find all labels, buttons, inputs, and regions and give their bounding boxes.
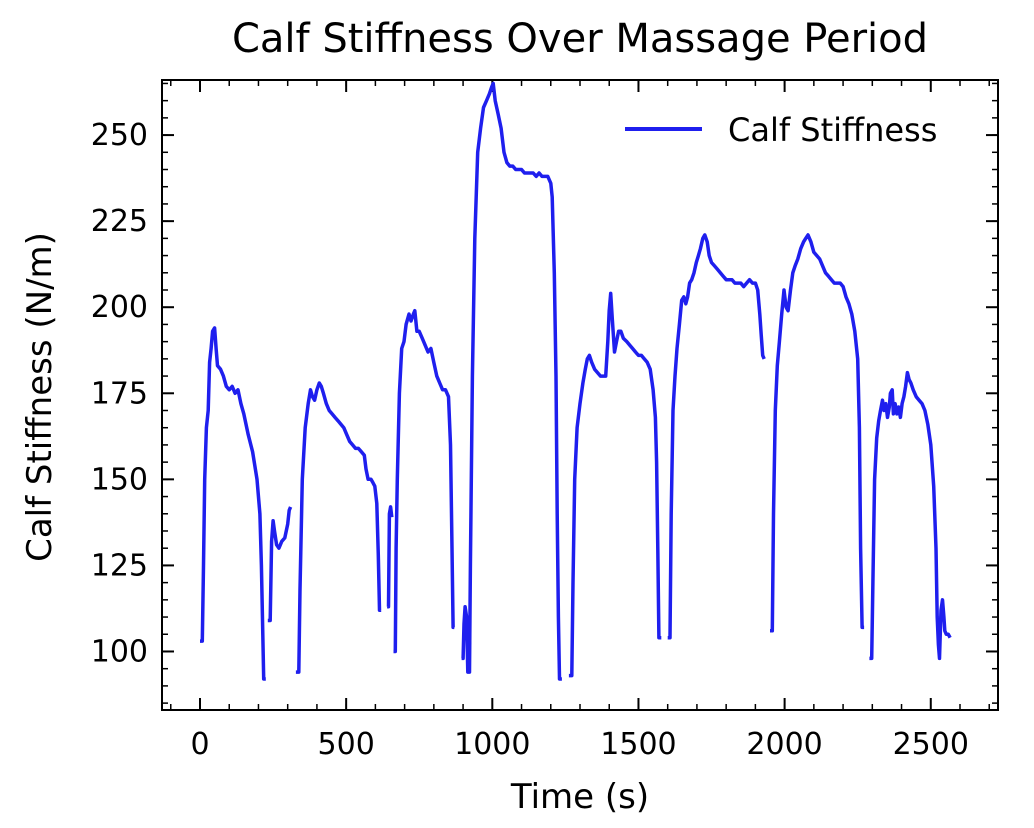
x-tick-label: 2000	[746, 727, 822, 762]
axis-ticks	[162, 80, 998, 710]
y-tick-label: 200	[91, 290, 148, 325]
chart-title: Calf Stiffness Over Massage Period	[232, 16, 928, 62]
y-axis-label: Calf Stiffness (N/m)	[20, 232, 60, 562]
y-tick-label: 125	[91, 548, 148, 583]
y-tick-label: 100	[91, 634, 148, 669]
x-tick-label: 2500	[893, 727, 969, 762]
y-tick-label: 150	[91, 462, 148, 497]
x-tick-label: 1500	[600, 727, 676, 762]
x-tick-label: 0	[190, 727, 209, 762]
y-tick-label: 225	[91, 204, 148, 239]
y-tick-label: 175	[91, 376, 148, 411]
series-layer	[200, 81, 952, 681]
x-axis-label: Time (s)	[510, 777, 649, 817]
legend: Calf Stiffness	[625, 111, 937, 149]
x-tick-label: 500	[318, 727, 375, 762]
legend-label-calf-stiffness: Calf Stiffness	[728, 111, 937, 149]
series-line-calf-stiffness	[200, 81, 952, 681]
y-tick-label: 250	[91, 118, 148, 153]
axis-tick-labels: 0 500 1000 1500 2000 2500 100 125 150 175 200 225 25…	[91, 118, 969, 762]
x-tick-label: 1000	[454, 727, 530, 762]
